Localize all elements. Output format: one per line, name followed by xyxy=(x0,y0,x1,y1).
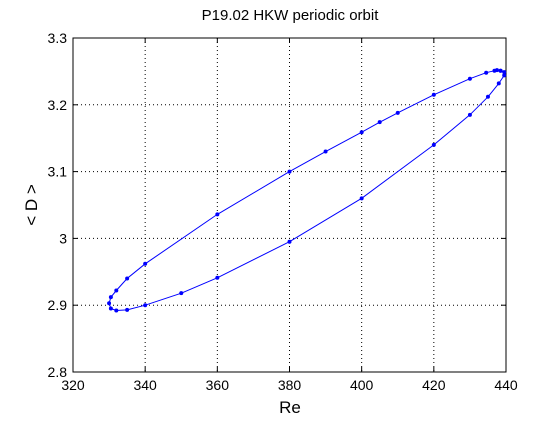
data-point xyxy=(467,76,472,81)
data-point xyxy=(287,169,292,174)
data-point xyxy=(143,303,148,308)
data-point xyxy=(114,288,119,293)
data-point xyxy=(179,291,184,296)
x-tick-label: 400 xyxy=(350,377,374,393)
data-point xyxy=(377,120,382,125)
y-tick-label: 3.1 xyxy=(48,164,68,180)
label-layer: P19.02 HKW periodic orbit Re < D > xyxy=(22,7,379,417)
x-tick-label: 340 xyxy=(133,377,157,393)
data-point xyxy=(125,307,130,312)
orbit-line xyxy=(108,69,505,311)
x-tick-label: 420 xyxy=(422,377,446,393)
y-tick-label: 3 xyxy=(59,230,67,246)
data-point xyxy=(431,142,436,147)
y-tick-label: 3.2 xyxy=(48,97,68,113)
x-tick-label: 360 xyxy=(206,377,230,393)
y-tick-label: 3.3 xyxy=(48,30,68,46)
data-point xyxy=(359,130,364,135)
x-tick-label: 440 xyxy=(494,377,518,393)
data-point xyxy=(431,92,436,97)
y-tick-label: 2.8 xyxy=(48,364,68,380)
tick-layer: 320 340 360 380 400 420 440 2.8 2.9 3 3.1 3.2 3.3 xyxy=(48,30,518,393)
data-point xyxy=(287,239,292,244)
data-point xyxy=(502,73,507,78)
data-point xyxy=(467,112,472,117)
data-point xyxy=(114,308,119,313)
data-point xyxy=(323,149,328,154)
data-point xyxy=(485,94,490,99)
axes-frame xyxy=(72,37,507,373)
data-point xyxy=(359,196,364,201)
chart-title: P19.02 HKW periodic orbit xyxy=(202,7,380,24)
data-point xyxy=(492,68,497,73)
data-point xyxy=(143,261,148,266)
data-point xyxy=(107,301,112,306)
grid-layer xyxy=(73,38,506,372)
data-point xyxy=(395,110,400,115)
data-point xyxy=(496,81,501,86)
plot-area-border xyxy=(72,37,507,373)
data-point xyxy=(125,276,130,281)
data-point xyxy=(502,70,507,75)
y-tick-label: 2.9 xyxy=(48,297,68,313)
y-axis-title: < D > xyxy=(22,184,41,226)
data-point xyxy=(215,275,220,280)
series-layer xyxy=(107,68,507,313)
data-point xyxy=(108,295,113,300)
x-tick-label: 380 xyxy=(278,377,302,393)
data-point xyxy=(498,68,503,73)
data-point xyxy=(108,306,113,311)
data-point xyxy=(484,70,489,75)
x-axis-title: Re xyxy=(279,398,301,417)
x-tick-label: 320 xyxy=(61,377,85,393)
data-point xyxy=(215,212,220,217)
